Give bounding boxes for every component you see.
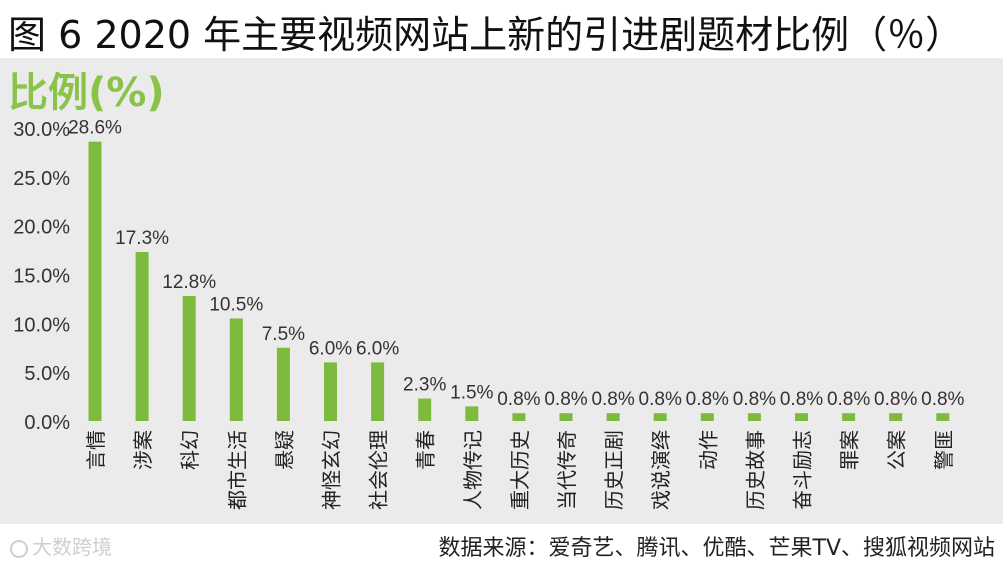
- bar: [559, 413, 573, 421]
- bar-value-label: 0.8%: [497, 389, 540, 410]
- x-category-label: 神怪玄幻: [320, 430, 344, 510]
- y-tick-label: 5.0%: [24, 363, 70, 385]
- bar-value-label: 1.5%: [450, 382, 493, 403]
- watermark-logo-icon: [10, 539, 28, 558]
- bars: [88, 141, 950, 421]
- page-title: 图 6 2020 年主要视频网站上新的引进剧题材比例（％）: [8, 13, 964, 57]
- x-category-label: 悬疑: [272, 430, 296, 470]
- x-category-label: 社会伦理: [367, 430, 391, 510]
- bar: [324, 362, 337, 421]
- bar-value-label: 0.8%: [544, 389, 587, 410]
- x-category-label: 历史正剧: [602, 430, 626, 510]
- x-category-label: 都市生活: [225, 430, 249, 510]
- x-category-label: 人物传记: [461, 430, 485, 510]
- bar-value-label: 17.3%: [115, 228, 169, 249]
- bar-value-label: 2.3%: [403, 375, 446, 396]
- bar: [88, 141, 102, 421]
- watermark: 大数跨境: [10, 531, 112, 560]
- x-category-label: 科幻: [178, 430, 202, 470]
- x-category-label: 公案: [885, 430, 909, 470]
- x-axis-labels: 言情 涉案 科幻 都市生活 悬疑 神怪玄幻 社会伦理 青春 人物传记 重大历史 当代传奇 历史正剧 戏说…: [84, 430, 956, 510]
- y-axis-title: 比例(%): [8, 70, 165, 116]
- y-tick-label: 0.0%: [24, 412, 70, 434]
- bar: [889, 413, 903, 421]
- bar: [465, 406, 479, 421]
- bar-value-label: 7.5%: [262, 324, 305, 345]
- bar: [747, 413, 761, 421]
- x-category-label: 动作: [696, 430, 720, 470]
- x-category-label: 涉案: [131, 430, 155, 470]
- data-source-note: 数据来源：爱奇艺、腾讯、优酷、芒果TV、搜狐视频网站: [438, 536, 996, 561]
- x-category-label: 当代传奇: [555, 430, 579, 510]
- y-tick-label: 25.0%: [13, 168, 70, 190]
- bar-value-label: 6.0%: [356, 338, 399, 359]
- bar: [512, 413, 526, 421]
- bar-value-label: 28.6%: [68, 118, 122, 139]
- x-category-label: 历史故事: [743, 430, 767, 510]
- x-category-label: 警匪: [932, 430, 956, 470]
- bar: [795, 413, 808, 421]
- bar: [606, 413, 620, 421]
- bar-value-label: 0.8%: [591, 389, 634, 410]
- bar: [276, 347, 290, 421]
- y-tick-label: 30.0%: [13, 119, 70, 141]
- y-tick-label: 15.0%: [13, 266, 70, 288]
- x-category-label: 重大历史: [508, 430, 532, 510]
- bar-value-label: 10.5%: [209, 294, 263, 315]
- chart-background: [0, 58, 1003, 524]
- bar-value-label: 0.8%: [874, 389, 917, 410]
- bar-value-label: 12.8%: [162, 272, 216, 293]
- bar-value-label: 0.8%: [733, 389, 776, 410]
- bar-value-label: 0.8%: [686, 389, 729, 410]
- x-category-label: 言情: [84, 430, 108, 470]
- bar: [936, 413, 950, 421]
- bar: [371, 362, 385, 421]
- bar-value-label: 0.8%: [780, 389, 823, 410]
- watermark-text: 大数跨境: [32, 535, 112, 559]
- bar: [182, 295, 196, 421]
- bar: [842, 413, 856, 421]
- bar: [229, 318, 243, 421]
- bar: [653, 413, 667, 421]
- x-category-label: 奋斗励志: [791, 430, 815, 510]
- x-category-label: 戏说演绎: [649, 430, 673, 510]
- bar: [418, 398, 432, 421]
- bar-value-label: 0.8%: [639, 389, 682, 410]
- x-category-label: 罪案: [838, 430, 862, 470]
- bar: [700, 413, 714, 421]
- y-tick-label: 20.0%: [13, 217, 70, 239]
- y-tick-label: 10.0%: [13, 314, 70, 336]
- y-axis: 0.0% 5.0% 10.0% 15.0% 20.0% 25.0% 30.0%: [13, 119, 70, 434]
- bar-value-label: 6.0%: [309, 338, 352, 359]
- value-labels: 28.6%17.3%12.8%10.5%7.5%6.0% 6.0%2.3% 1.5%…: [68, 118, 964, 411]
- bar-value-label: 0.8%: [921, 389, 964, 410]
- bar-value-label: 0.8%: [827, 389, 870, 410]
- x-category-label: 青春: [414, 430, 438, 470]
- bar: [135, 252, 149, 421]
